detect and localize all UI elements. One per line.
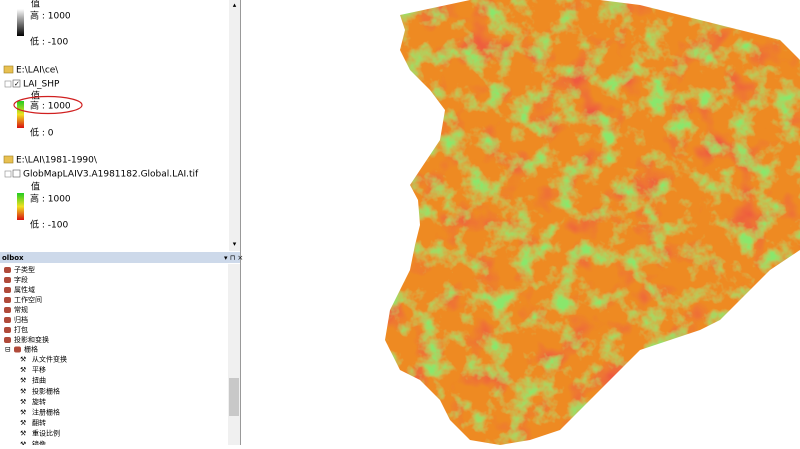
toc-scrollbar[interactable] [229, 0, 240, 251]
expand-icon: ⊟ [5, 346, 11, 354]
tool-icon: ⚒ [20, 409, 26, 417]
toolset-name[interactable]: 归档 [14, 315, 28, 324]
toolset-icon [4, 337, 11, 343]
layer-checkbox[interactable] [12, 79, 21, 88]
legend-ramp [17, 101, 24, 128]
tool-icon: ⚒ [20, 419, 26, 427]
tool-name[interactable]: 注册栅格 [32, 408, 60, 417]
toolset-icon [14, 346, 21, 353]
scroll-thumb[interactable] [229, 378, 239, 416]
toolset-name[interactable]: 子类型 [14, 265, 35, 274]
legend-field: 值 [31, 0, 40, 10]
toolset-icon [4, 277, 11, 283]
toolset-name[interactable]: 投影和变换 [14, 335, 49, 344]
toolset-icon [4, 317, 11, 323]
tool-name[interactable]: 镜像 [32, 439, 46, 448]
legend-low: 低 : 0 [30, 127, 54, 139]
legend-high: 高 : 1000 [30, 193, 71, 205]
toolset-icon [4, 327, 11, 333]
toc-panel [0, 0, 240, 251]
legend-high: 高 : 1000 [30, 100, 71, 112]
toolset-icon [4, 307, 11, 313]
tool-name[interactable]: 翻转 [32, 418, 46, 427]
tool-icon: ⚒ [20, 377, 26, 385]
tool-icon: ⚒ [20, 440, 26, 445]
toolset-name[interactable]: 工作空间 [14, 295, 42, 304]
legend-high: 高 : 1000 [30, 10, 71, 22]
tool-icon: ⚒ [20, 366, 26, 374]
svg-text:✓: ✓ [14, 80, 20, 88]
toolset-name[interactable]: 栅格 [24, 345, 38, 354]
collapse-icon[interactable] [4, 170, 12, 178]
toolbox-header [0, 252, 240, 263]
svg-text:▾: ▾ [233, 240, 237, 248]
workspace-path: E:\LAI\ce\ [16, 66, 59, 76]
tool-name[interactable]: 扭曲 [32, 376, 46, 385]
tool-icon: ⚒ [20, 356, 26, 364]
tool-icon: ⚒ [20, 430, 26, 438]
layer-name[interactable]: LAI_SHP [23, 80, 60, 90]
legend-low: 低 : -100 [30, 36, 68, 48]
toolset-icon [4, 297, 11, 303]
toolset-name[interactable]: 打包 [14, 325, 28, 334]
tool-name[interactable]: 旋转 [32, 397, 46, 406]
toolset-name[interactable]: 属性域 [14, 285, 35, 294]
legend-ramp [17, 193, 24, 220]
toolbox-title: olbox [2, 254, 24, 262]
tool-name[interactable]: 重设比例 [32, 429, 60, 438]
layer-checkbox[interactable] [12, 169, 21, 178]
toolset-icon [4, 267, 11, 273]
folder-icon [3, 65, 14, 74]
legend-low: 低 : -100 [30, 219, 68, 231]
tool-name[interactable]: 从文件变换 [32, 355, 67, 364]
toolset-name[interactable]: 字段 [14, 275, 28, 284]
workspace-path: E:\LAI\1981-1990\ [16, 156, 98, 166]
collapse-icon[interactable] [4, 80, 12, 88]
legend-ramp [17, 9, 24, 36]
toolbox-scrollbar[interactable] [228, 264, 240, 445]
toolset-icon [4, 287, 11, 293]
highlight-circle [13, 95, 83, 115]
layer-name[interactable]: GlobMapLAIV3.A1981182.Global.LAI.tif [23, 170, 199, 180]
tool-icon: ⚒ [20, 398, 26, 406]
svg-text:▴: ▴ [233, 1, 237, 9]
svg-text:▾ ⊓ ×: ▾ ⊓ × [224, 254, 243, 262]
toolset-name[interactable]: 常规 [14, 305, 28, 314]
legend-field: 值 [31, 90, 40, 102]
folder-icon [3, 155, 14, 164]
tool-name[interactable]: 投影栅格 [32, 386, 60, 395]
tool-name[interactable]: 平移 [32, 365, 46, 374]
legend-field: 值 [31, 181, 40, 193]
tool-icon: ⚒ [20, 387, 26, 395]
